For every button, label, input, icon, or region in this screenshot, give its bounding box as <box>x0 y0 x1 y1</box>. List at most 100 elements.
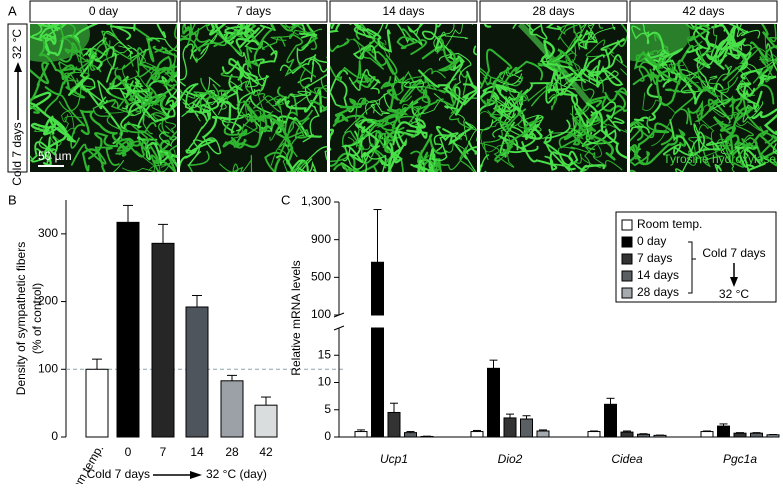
fiber <box>43 117 77 143</box>
y-tick-label: 500 <box>311 270 331 284</box>
fiber <box>391 89 431 129</box>
fiber <box>244 24 276 70</box>
side-label: Cold 7 days <box>10 122 24 185</box>
bar <box>717 425 730 438</box>
fiber <box>714 164 723 172</box>
bar <box>116 221 140 438</box>
fiber <box>270 148 307 172</box>
fiber <box>182 76 221 117</box>
fiber <box>717 46 760 94</box>
fiber <box>531 84 558 111</box>
bar <box>766 434 780 438</box>
fiber <box>235 26 260 50</box>
fiber <box>127 74 177 98</box>
fiber <box>92 98 135 141</box>
fiber <box>578 29 599 50</box>
x-tick-label: Ucp1 <box>380 452 408 466</box>
fiber <box>692 25 747 58</box>
fiber <box>731 97 754 130</box>
bar <box>536 430 550 438</box>
fiber <box>441 43 465 72</box>
y-tick-label: 100 <box>38 361 58 375</box>
fiber <box>575 24 604 50</box>
fiber <box>334 112 397 124</box>
fiber <box>107 75 150 106</box>
fiber <box>365 100 390 116</box>
timepoint-label: 0 day <box>89 4 118 18</box>
fiber <box>119 77 152 110</box>
fiber <box>241 50 278 85</box>
fiber <box>332 97 367 127</box>
bar <box>185 306 209 438</box>
fiber <box>449 109 477 131</box>
fiber <box>356 122 382 164</box>
fiber <box>330 60 362 85</box>
fiber <box>539 105 583 139</box>
fiber <box>480 110 502 119</box>
fiber <box>243 24 269 38</box>
timepoint-box <box>179 0 328 23</box>
fiber <box>121 148 176 172</box>
fiber <box>444 70 477 116</box>
fiber <box>410 158 436 172</box>
fiber <box>541 39 574 80</box>
fiber <box>696 120 733 149</box>
fiber <box>68 52 103 96</box>
fiber <box>521 141 576 171</box>
fiber <box>193 83 220 109</box>
fiber <box>293 160 317 172</box>
fiber <box>579 164 606 172</box>
fiber <box>687 99 718 126</box>
fiber <box>643 31 667 81</box>
fiber <box>180 26 192 42</box>
fiber <box>734 145 766 172</box>
x-tick-label: 42 <box>259 445 273 459</box>
y-axis-label: (% of control) <box>30 283 44 354</box>
fiber <box>494 118 539 162</box>
fiber <box>753 129 777 162</box>
x-axis-label: Cold 7 days <box>87 467 150 481</box>
timepoint-box <box>479 0 628 23</box>
bar <box>487 367 500 438</box>
fiber <box>30 116 68 167</box>
fiber <box>727 39 752 73</box>
fiber <box>491 95 511 115</box>
bar <box>151 242 175 438</box>
fiber <box>270 28 323 41</box>
fiber <box>420 154 437 172</box>
x-tick-label: 14 <box>190 445 204 459</box>
fiber <box>558 135 596 151</box>
legend-swatch <box>621 253 633 265</box>
bar <box>637 433 650 438</box>
timepoint-label: 28 days <box>532 4 574 18</box>
fiber <box>480 121 510 153</box>
fiber <box>659 47 684 83</box>
y-tick-label: 200 <box>38 294 58 308</box>
fiber <box>230 61 265 91</box>
side-label: 32 °C <box>10 29 24 59</box>
bar <box>371 261 384 316</box>
y-tick-label: 1,300 <box>301 194 331 208</box>
fiber <box>180 83 208 121</box>
fiber <box>582 57 624 87</box>
fiber <box>181 101 242 132</box>
fiber <box>444 60 464 109</box>
fiber <box>147 37 177 58</box>
x-tick-label: Pgc1a <box>723 452 757 466</box>
fiber <box>162 130 177 141</box>
y-tick-label: 300 <box>38 226 58 240</box>
fiber <box>353 24 393 53</box>
fiber <box>38 37 86 99</box>
side-arrow-head <box>14 62 22 72</box>
legend-arrow-head <box>730 277 738 287</box>
fiber <box>686 43 720 69</box>
bar <box>587 431 601 438</box>
fiber <box>630 125 650 134</box>
fiber <box>431 132 459 162</box>
fiber <box>124 121 177 158</box>
fiber <box>44 64 83 96</box>
micrograph <box>30 24 177 172</box>
legend-label: 14 days <box>637 268 679 282</box>
fiber <box>752 56 774 84</box>
bar <box>254 404 278 438</box>
